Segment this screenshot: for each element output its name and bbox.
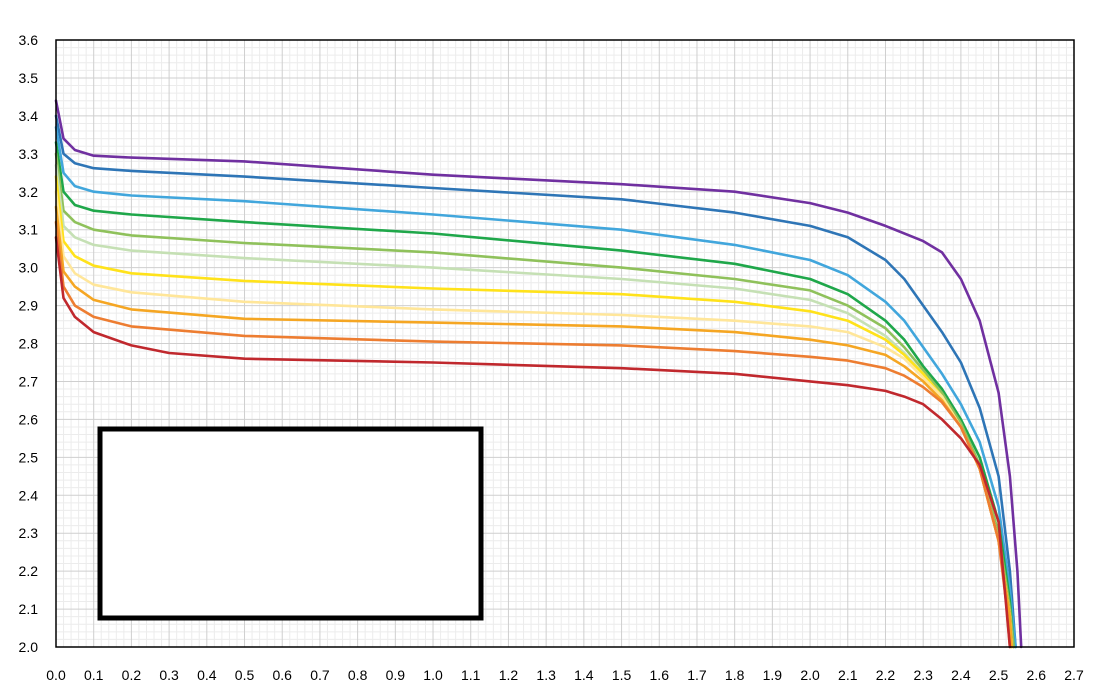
x-tick-label: 1.6 <box>650 667 670 683</box>
y-tick-label: 2.1 <box>19 601 39 617</box>
x-tick-label: 1.4 <box>574 667 594 683</box>
x-tick-label: 2.4 <box>951 667 971 683</box>
x-tick-label: 0.1 <box>84 667 104 683</box>
y-tick-label: 2.5 <box>19 449 39 465</box>
y-tick-label: 3.3 <box>19 146 39 162</box>
x-tick-label: 1.2 <box>499 667 519 683</box>
y-tick-label: 3.2 <box>19 184 39 200</box>
y-tick-label: 2.7 <box>19 373 39 389</box>
y-tick-label: 2.2 <box>19 563 39 579</box>
x-tick-label: 1.9 <box>763 667 783 683</box>
series-lines <box>54 99 1023 649</box>
x-tick-label: 1.7 <box>687 667 707 683</box>
x-tick-label: 1.5 <box>612 667 632 683</box>
x-tick-label: 2.6 <box>1027 667 1047 683</box>
y-tick-label: 2.6 <box>19 411 39 427</box>
y-tick-label: 2.3 <box>19 525 39 541</box>
y-tick-label: 2.0 <box>19 639 39 655</box>
x-tick-label: 0.4 <box>197 667 217 683</box>
y-tick-label: 3.6 <box>19 32 39 48</box>
x-tick-label: 0.3 <box>159 667 179 683</box>
x-tick-label: 0.5 <box>235 667 255 683</box>
x-tick-label: 0.0 <box>46 667 66 683</box>
x-tick-label: 2.3 <box>913 667 933 683</box>
x-tick-label: 2.1 <box>838 667 858 683</box>
x-tick-label: 1.8 <box>725 667 745 683</box>
y-tick-label: 3.1 <box>19 222 39 238</box>
y-tick-label: 2.9 <box>19 298 39 314</box>
legend-box <box>97 426 484 621</box>
x-tick-label: 1.3 <box>536 667 556 683</box>
plot-area-border <box>55 39 1075 648</box>
series-line-3 <box>54 126 1017 649</box>
series-line-1 <box>54 99 1023 649</box>
y-tick-label: 3.5 <box>19 70 39 86</box>
x-axis-tick-labels: 0.0 0.1 0.2 0.3 0.4 0.5 0.6 0.7 0.8 0.9 1.0 1.1 1.2 1… <box>46 667 1084 683</box>
y-tick-label: 3.0 <box>19 260 39 276</box>
x-tick-label: 0.9 <box>386 667 406 683</box>
x-tick-label: 2.5 <box>989 667 1009 683</box>
x-tick-label: 0.7 <box>310 667 330 683</box>
x-tick-label: 2.0 <box>800 667 820 683</box>
series-line-2 <box>54 114 1017 649</box>
y-tick-label: 3.4 <box>19 108 39 124</box>
x-tick-label: 0.6 <box>272 667 292 683</box>
x-tick-label: 2.7 <box>1064 667 1084 683</box>
series-line-4 <box>54 141 1016 649</box>
series-line-11 <box>54 236 1012 649</box>
x-tick-label: 2.2 <box>876 667 896 683</box>
y-tick-label: 2.8 <box>19 336 39 352</box>
x-tick-label: 0.2 <box>122 667 142 683</box>
series-line-5 <box>54 152 1016 649</box>
x-tick-label: 1.1 <box>461 667 481 683</box>
x-tick-label: 0.8 <box>348 667 368 683</box>
x-tick-label: 1.0 <box>423 667 443 683</box>
y-axis-tick-labels: 3.6 3.5 3.4 3.3 3.2 3.1 3.0 2.9 2.8 2.7 2.6 2.5 2.4 2… <box>19 32 39 655</box>
y-tick-label: 2.4 <box>19 487 39 503</box>
